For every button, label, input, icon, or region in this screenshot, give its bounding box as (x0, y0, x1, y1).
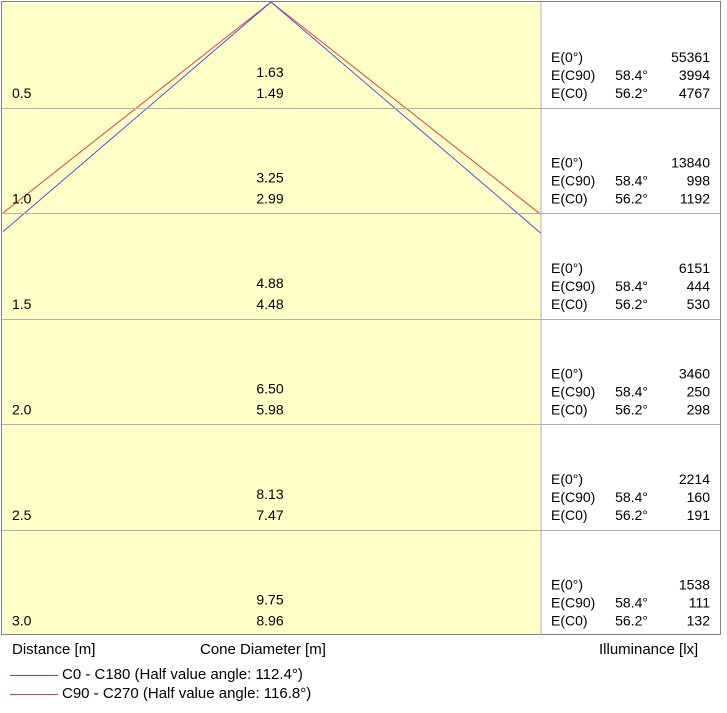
illuminance-ec90-label: E(C90) (551, 489, 595, 505)
legend-item-c90-c270: C90 - C270 (Half value angle: 116.8°) (10, 685, 430, 705)
cone-diameter-c0: 4.48 (256, 296, 283, 312)
cone-line-c90-left (2, 1, 272, 214)
illuminance-ec0-label: E(C0) (551, 613, 588, 629)
illuminance-ec0-angle: 56.2° (615, 613, 648, 629)
illuminance-e0-label: E(0°) (551, 366, 583, 382)
legend-item-c0-c180: C0 - C180 (Half value angle: 112.4°) (10, 666, 430, 686)
illuminance-ec90-angle: 58.4° (615, 67, 648, 83)
cone-diameter-c0: 8.96 (256, 613, 283, 629)
illuminance-ec0-label: E(C0) (551, 507, 588, 523)
plot-border (1, 1, 721, 635)
cone-diameter-label: Cone Diameter [m] (200, 641, 326, 658)
distance-label: 1.0 (12, 191, 32, 207)
illuminance-ec90-angle: 58.4° (615, 278, 648, 294)
illuminance-ec0-value: 132 (687, 613, 711, 629)
cone-diameter-c90: 3.25 (256, 170, 283, 186)
illuminance-ec0-label: E(C0) (551, 191, 588, 207)
illuminance-ec0-angle: 56.2° (615, 402, 648, 418)
illuminance-e0-value: 1538 (679, 577, 710, 593)
legend-line-red (10, 694, 58, 695)
illuminance-e0-value: 6151 (679, 260, 710, 276)
illuminance-ec0-value: 298 (687, 402, 711, 418)
cone-diameter-c0: 7.47 (256, 507, 283, 523)
cone-diameter-c0: 1.49 (256, 85, 283, 101)
cone-diameter-c90: 8.13 (256, 486, 283, 502)
illuminance-ec90-label: E(C90) (551, 595, 595, 611)
illuminance-label: Illuminance [lx] (599, 641, 699, 658)
illuminance-ec90-label: E(C90) (551, 278, 595, 294)
illuminance-ec90-value: 998 (687, 173, 711, 189)
illuminance-ec0-value: 4767 (679, 85, 710, 101)
illuminance-ec0-value: 1192 (680, 191, 710, 207)
illuminance-ec90-label: E(C90) (551, 67, 595, 83)
cone-diameter-c90: 4.88 (256, 275, 283, 291)
illuminance-e0-value: 2214 (679, 471, 710, 487)
illuminance-e0-label: E(0°) (551, 577, 583, 593)
illuminance-ec0-label: E(C0) (551, 402, 588, 418)
legend-label: C90 - C270 (Half value angle: 116.8°) (62, 685, 312, 702)
illuminance-ec0-angle: 56.2° (615, 191, 648, 207)
illuminance-e0-label: E(0°) (551, 155, 583, 171)
cone-diameter-c0: 5.98 (256, 402, 283, 418)
illuminance-ec0-value: 530 (687, 296, 711, 312)
distance-label: 1.5 (12, 296, 32, 312)
illuminance-ec90-label: E(C90) (551, 173, 595, 189)
illuminance-e0-value: 3460 (679, 366, 710, 382)
illuminance-ec0-label: E(C0) (551, 296, 588, 312)
illuminance-e0-value: 55361 (671, 49, 710, 65)
cone-line-c0-right (270, 1, 542, 234)
illuminance-ec90-angle: 58.4° (615, 384, 648, 400)
distance-label: 3.0 (12, 613, 32, 629)
illuminance-ec90-value: 111 (689, 595, 710, 611)
cone-diagram: 0.5 1.63 1.49 E(0°) 55361 E(C90) 58.4° 3994 E(C0… (1, 1, 721, 635)
distance-label: 2.5 (12, 507, 32, 523)
illuminance-e0-label: E(0°) (551, 49, 583, 65)
illuminance-ec0-angle: 56.2° (615, 85, 648, 101)
distance-axis-label: Distance [m] (12, 641, 96, 658)
illuminance-ec0-angle: 56.2° (615, 507, 648, 523)
illuminance-ec0-value: 191 (687, 507, 711, 523)
cone-diameter-c0: 2.99 (256, 191, 283, 207)
illuminance-e0-label: E(0°) (551, 260, 583, 276)
illuminance-ec90-label: E(C90) (551, 384, 595, 400)
illuminance-ec0-label: E(C0) (551, 85, 588, 101)
illuminance-ec90-angle: 58.4° (615, 595, 648, 611)
cone-line-c0-left (2, 1, 272, 232)
distance-label: 0.5 (12, 85, 32, 101)
illuminance-ec90-value: 444 (687, 278, 711, 294)
distance-label: 2.0 (12, 402, 32, 418)
cone-diameter-c90: 9.75 (256, 592, 283, 608)
illuminance-ec90-value: 250 (687, 384, 711, 400)
legend-label: C0 - C180 (Half value angle: 112.4°) (62, 666, 303, 683)
illuminance-e0-value: 13840 (671, 155, 710, 171)
illuminance-e0-label: E(0°) (551, 471, 583, 487)
cone-diameter-c90: 1.63 (256, 64, 283, 80)
illuminance-ec90-value: 160 (687, 489, 711, 505)
illuminance-ec90-angle: 58.4° (615, 489, 648, 505)
illuminance-ec0-angle: 56.2° (615, 296, 648, 312)
cone-diameter-c90: 6.50 (256, 381, 283, 397)
illuminance-ec90-value: 3994 (679, 67, 710, 83)
illuminance-ec90-angle: 58.4° (615, 173, 648, 189)
legend-line-blue (10, 675, 58, 676)
